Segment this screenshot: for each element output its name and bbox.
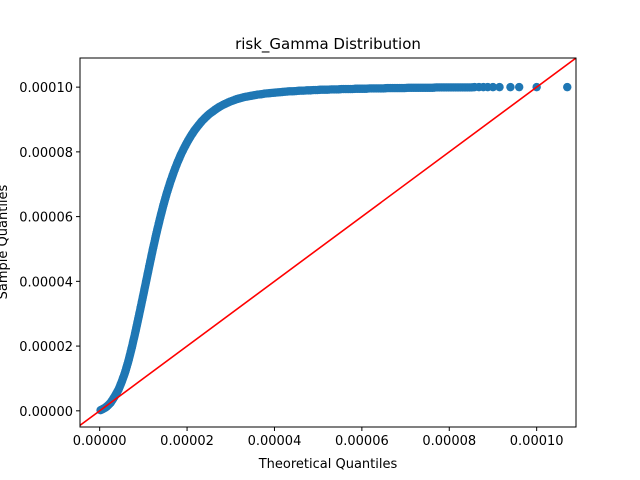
y-axis-label: Sample Quantiles [0, 184, 11, 299]
y-tick-label: 0.00008 [19, 146, 73, 161]
y-tick-label: 0.00006 [19, 211, 73, 226]
y-tick-label: 0.00004 [19, 275, 73, 290]
x-tick-label: 0.00006 [335, 434, 389, 449]
sample-point [488, 82, 498, 92]
axes-frame [79, 57, 577, 428]
sample-point [514, 82, 524, 92]
sample-point [563, 82, 572, 92]
sample-point [495, 82, 504, 92]
reference-line-group [80, 58, 576, 427]
y-tick-label: 0.00010 [19, 81, 73, 96]
x-tick-label: 0.00010 [510, 434, 564, 449]
x-tick-label: 0.00002 [160, 434, 214, 449]
y-axis-ticks: 0.00000 0.00002 0.00004 0.00006 0.00008 0.000… [19, 81, 80, 420]
reference-line [80, 58, 576, 427]
sample-point [506, 82, 515, 92]
x-axis-label: Theoretical Quantiles [258, 457, 398, 472]
x-tick-label: 0.00004 [248, 434, 302, 449]
x-tick-label: 0.00000 [73, 434, 127, 449]
x-axis-ticks: 0.00000 0.00002 0.00004 0.00006 0.00008 0.000… [73, 427, 564, 449]
x-tick-label: 0.00008 [422, 434, 476, 449]
sample-points [96, 82, 572, 415]
chart-title: risk_Gamma Distribution [235, 35, 421, 54]
y-tick-label: 0.00000 [19, 405, 73, 420]
sample-point [468, 83, 478, 92]
y-tick-label: 0.00002 [19, 340, 73, 355]
